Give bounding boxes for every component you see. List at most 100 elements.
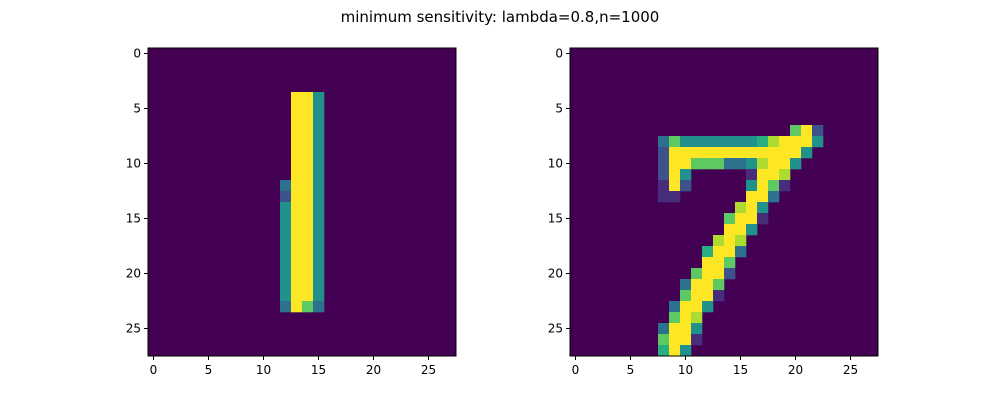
- heatmap-pixel: [680, 180, 692, 192]
- left-axes-frame: [147, 47, 457, 357]
- heatmap-pixel: [702, 257, 714, 269]
- heatmap-pixel: [669, 191, 681, 203]
- heatmap-pixel: [658, 180, 670, 192]
- heatmap-pixel: [280, 301, 292, 313]
- heatmap-pixel: [669, 345, 681, 357]
- x-tick-label: 25: [843, 363, 858, 377]
- heatmap-pixel: [302, 114, 314, 126]
- heatmap-pixel: [313, 92, 325, 104]
- heatmap-pixel: [790, 125, 802, 137]
- heatmap-pixel: [724, 136, 736, 148]
- y-tick-label: 20: [548, 267, 563, 281]
- heatmap-pixel: [801, 136, 813, 148]
- x-tick-label: 10: [256, 363, 271, 377]
- heatmap-pixel: [313, 235, 325, 247]
- y-tick-label: 15: [126, 212, 141, 226]
- heatmap-pixel: [669, 180, 681, 192]
- heatmap-pixel: [291, 202, 303, 214]
- heatmap-pixel: [680, 136, 692, 148]
- heatmap-pixel: [735, 224, 747, 236]
- heatmap-pixel: [302, 191, 314, 203]
- heatmap-pixel: [313, 158, 325, 170]
- heatmap-pixel: [313, 103, 325, 115]
- heatmap-pixel: [702, 158, 714, 170]
- heatmap-pixel: [713, 147, 725, 159]
- x-tick-label: 15: [311, 363, 326, 377]
- heatmap-pixel: [735, 246, 747, 258]
- heatmap-pixel: [658, 191, 670, 203]
- y-tick-label: 20: [126, 267, 141, 281]
- heatmap-pixel: [735, 147, 747, 159]
- heatmap-pixel: [691, 301, 703, 313]
- heatmap-pixel: [291, 268, 303, 280]
- heatmap-pixel: [724, 257, 736, 269]
- heatmap-pixel: [746, 191, 758, 203]
- heatmap-pixel: [313, 279, 325, 291]
- y-tick-label: 25: [126, 322, 141, 336]
- heatmap-pixel: [768, 191, 780, 203]
- heatmap-pixel: [779, 136, 791, 148]
- heatmap-pixel: [313, 213, 325, 225]
- heatmap-pixel: [757, 213, 769, 225]
- heatmap-pixel: [280, 191, 292, 203]
- heatmap-pixel: [680, 279, 692, 291]
- heatmap-pixel: [302, 213, 314, 225]
- heatmap-pixel: [680, 312, 692, 324]
- heatmap-pixel: [291, 125, 303, 137]
- x-tick-label: 0: [150, 363, 158, 377]
- heatmap-pixel: [313, 169, 325, 181]
- y-tick-label: 0: [555, 47, 563, 61]
- heatmap-pixel: [812, 125, 824, 137]
- heatmap-pixel: [669, 323, 681, 335]
- heatmap-pixel: [691, 312, 703, 324]
- heatmap-pixel: [291, 301, 303, 313]
- heatmap-pixel: [735, 136, 747, 148]
- heatmap-pixel: [669, 169, 681, 181]
- heatmap-pixel: [302, 136, 314, 148]
- heatmap-pixel: [313, 301, 325, 313]
- heatmap-pixel: [291, 257, 303, 269]
- heatmap-pixel: [658, 158, 670, 170]
- heatmap-pixel: [291, 92, 303, 104]
- heatmap-pixel: [313, 147, 325, 159]
- heatmap-pixel: [702, 290, 714, 302]
- heatmap-pixel: [302, 169, 314, 181]
- heatmap-pixel: [724, 158, 736, 170]
- heatmap-pixel: [713, 268, 725, 280]
- heatmap-pixel: [724, 147, 736, 159]
- y-tick-label: 5: [133, 102, 141, 116]
- heatmap-pixel: [713, 290, 725, 302]
- heatmap-pixel: [669, 312, 681, 324]
- heatmap-pixel: [735, 158, 747, 170]
- heatmap-pixel: [746, 158, 758, 170]
- heatmap-pixel: [313, 180, 325, 192]
- heatmap-pixel: [302, 301, 314, 313]
- heatmap-pixel: [658, 147, 670, 159]
- heatmap-pixel: [669, 301, 681, 313]
- heatmap-pixel: [280, 235, 292, 247]
- heatmap-pixel: [280, 268, 292, 280]
- heatmap-pixel: [790, 147, 802, 159]
- heatmap-pixel: [313, 191, 325, 203]
- heatmap-pixel: [746, 213, 758, 225]
- heatmap-pixel: [680, 158, 692, 170]
- heatmap-pixel: [680, 169, 692, 181]
- x-tick-label: 15: [733, 363, 748, 377]
- heatmap-pixel: [669, 334, 681, 346]
- heatmap-pixel: [658, 323, 670, 335]
- heatmap-pixel: [757, 180, 769, 192]
- heatmap-pixel: [702, 147, 714, 159]
- x-tick-label: 5: [627, 363, 635, 377]
- heatmap-pixel: [280, 257, 292, 269]
- heatmap-pixel: [302, 125, 314, 137]
- heatmap-pixel: [658, 345, 670, 357]
- heatmap-pixel: [291, 180, 303, 192]
- heatmap-pixel: [680, 334, 692, 346]
- heatmap-pixel: [280, 224, 292, 236]
- heatmap-pixel: [691, 147, 703, 159]
- heatmap-pixel: [713, 136, 725, 148]
- heatmap-pixel: [757, 169, 769, 181]
- heatmap-pixel: [691, 136, 703, 148]
- heatmap-pixel: [313, 268, 325, 280]
